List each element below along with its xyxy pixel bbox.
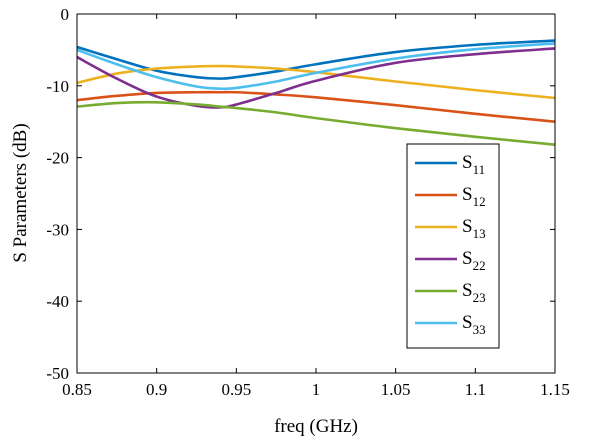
y-tick-label: -40 — [46, 292, 69, 311]
legend-label-s12: S12 — [462, 184, 486, 209]
y-tick-label: -20 — [46, 149, 69, 168]
legend-label-s23: S23 — [462, 280, 486, 305]
x-tick-label: 1.15 — [540, 380, 570, 399]
x-tick-label: 0.95 — [221, 380, 251, 399]
legend-label-s33: S33 — [462, 312, 486, 337]
x-tick-label: 1 — [312, 380, 321, 399]
series-line-s23 — [76, 100, 556, 146]
series-layer — [76, 39, 556, 146]
axes-layer: 0.85 0.9 0.95 1 1.05 1.1 1.15 -50 -40 -30 -20 -10 0 — [46, 5, 570, 399]
y-tick-label: -30 — [46, 220, 69, 239]
y-tick-label: 0 — [61, 5, 70, 24]
x-axis-label: freq (GHz) — [274, 416, 358, 437]
legend-label-s13: S13 — [462, 216, 486, 241]
x-tick-label: 0.9 — [146, 380, 167, 399]
legend-label-s22: S22 — [462, 248, 486, 273]
series-line-s22 — [76, 47, 556, 109]
series-line-s33 — [76, 42, 556, 91]
y-tick-label: -10 — [46, 77, 69, 96]
series-line-s13 — [76, 64, 556, 100]
legend: S11 S12 S13 S22 S23 S33 — [406, 143, 500, 349]
y-axis-label: S Parameters (dB) — [10, 123, 31, 262]
x-tick-label: 1.1 — [465, 380, 486, 399]
legend-box — [406, 143, 500, 349]
legend-label-s11: S11 — [462, 152, 485, 177]
x-tick-label: 1.05 — [381, 380, 411, 399]
y-tick-label: -50 — [46, 364, 69, 383]
x-tick-label: 0.85 — [62, 380, 92, 399]
